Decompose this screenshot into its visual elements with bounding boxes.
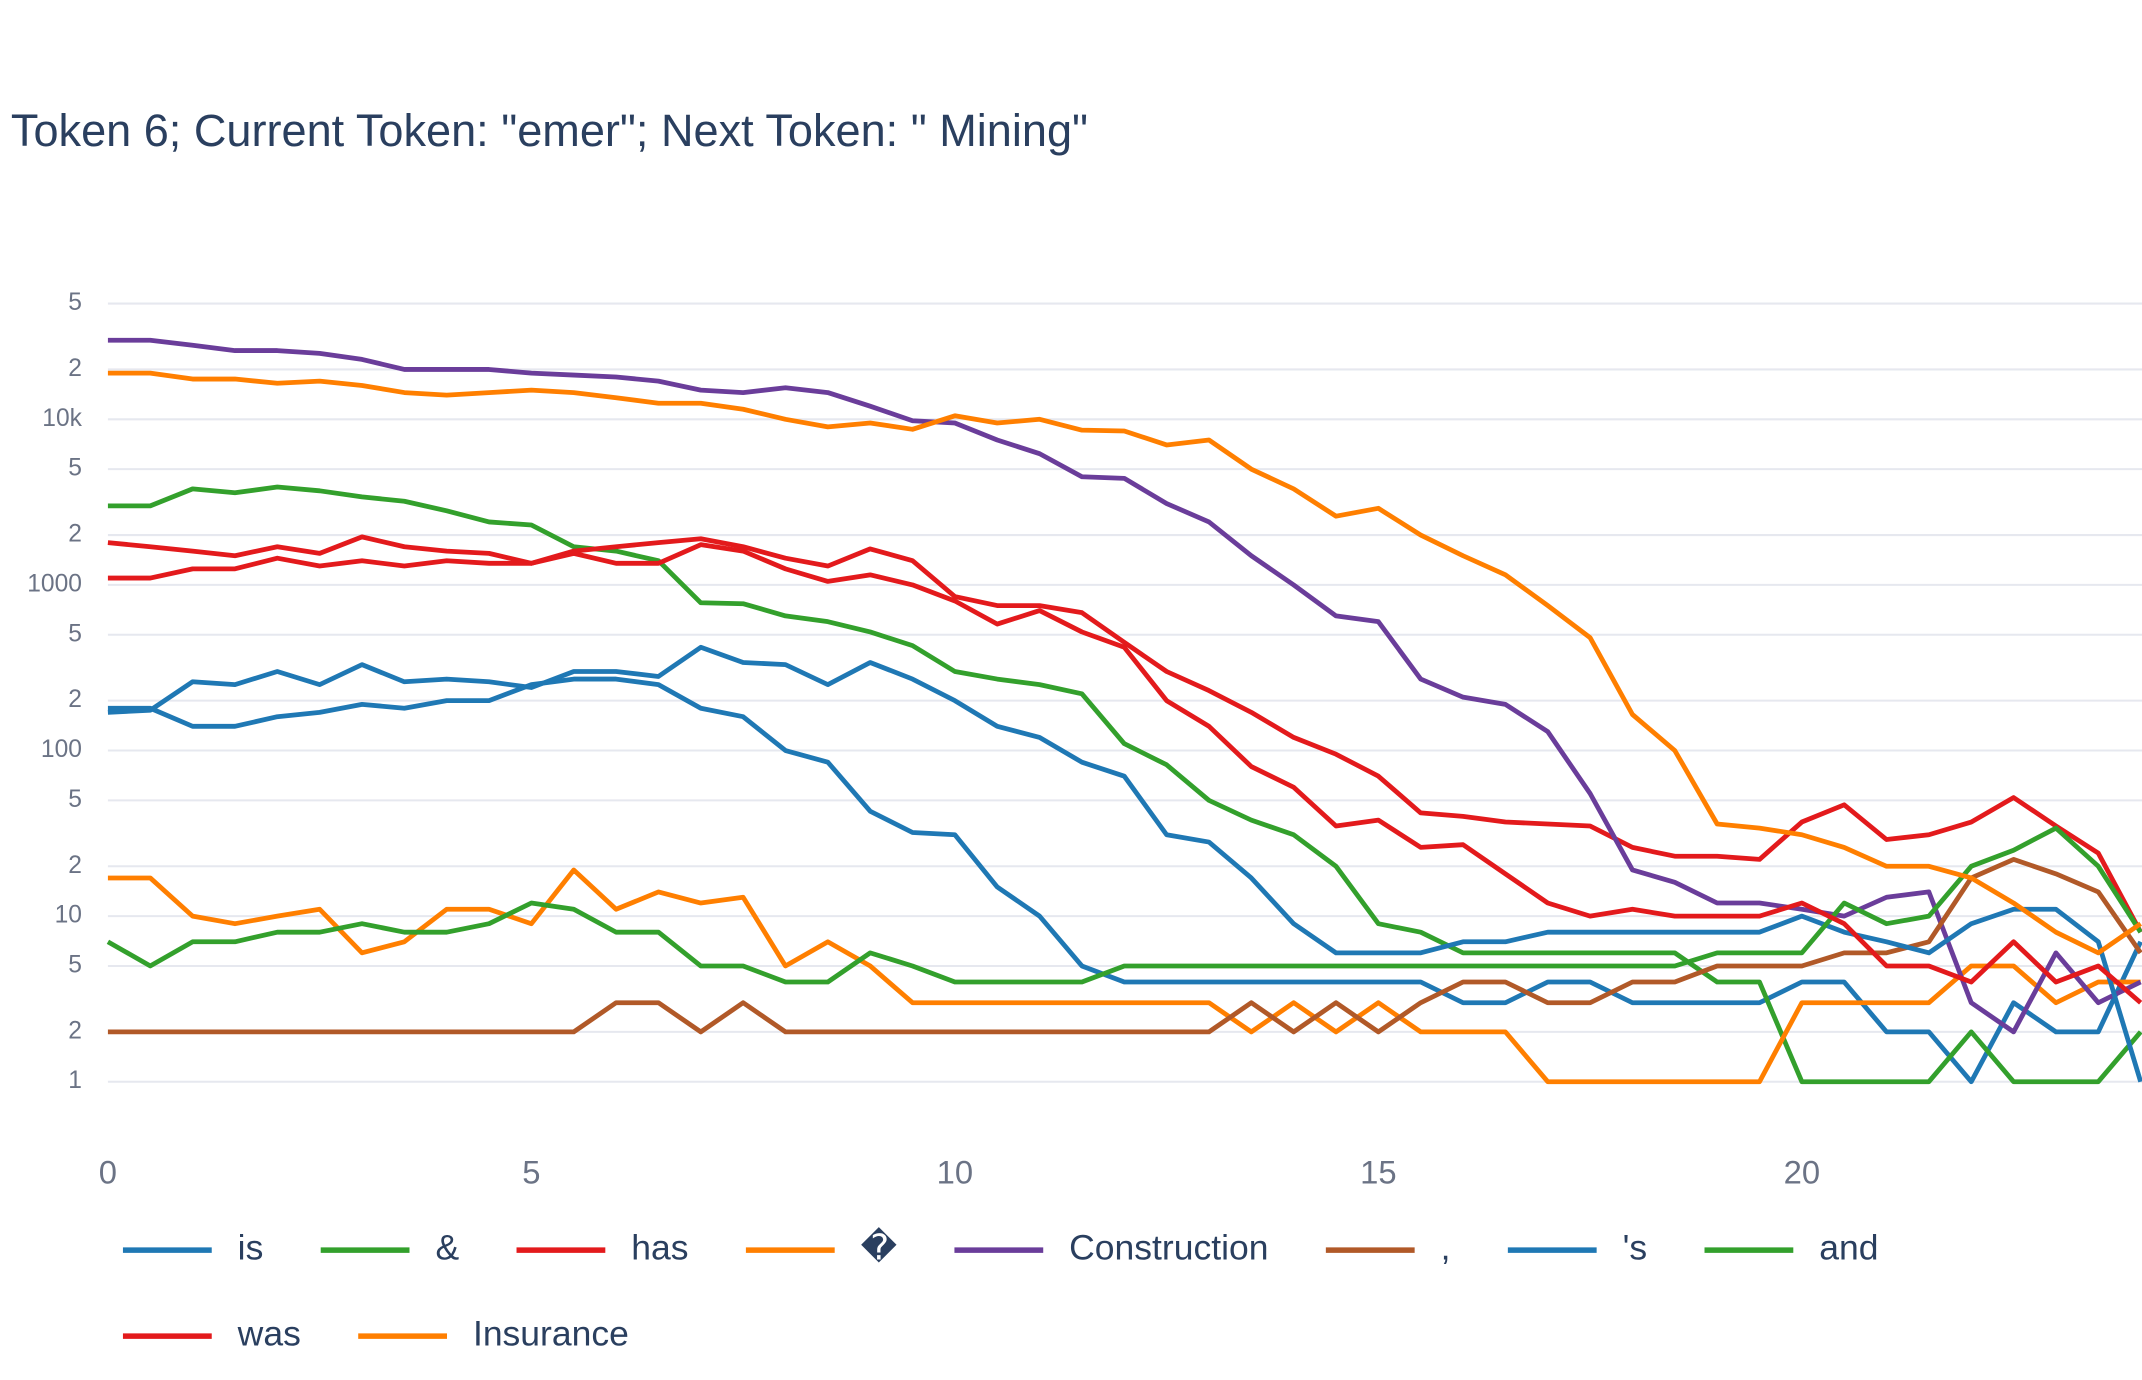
legend-label: has (631, 1227, 688, 1267)
y-tick-label: 100 (41, 736, 82, 763)
legend-item: was (122, 1314, 301, 1354)
y-tick-label: 2 (68, 521, 82, 548)
grid (107, 302, 2142, 1083)
legend-label: Insurance (473, 1314, 629, 1354)
chart-title: Token 6; Current Token: "emer"; Next Tok… (11, 105, 1088, 156)
y-tick-label: 2 (68, 1017, 82, 1044)
series-line (107, 484, 2142, 1085)
y-tick-label: 1 (68, 1067, 82, 1094)
x-tick-label: 0 (99, 1154, 117, 1191)
legend-item: Construction (954, 1227, 1268, 1267)
legend-item: is (122, 1227, 264, 1267)
series-line (107, 337, 2142, 1035)
legend-label: and (1819, 1227, 1878, 1267)
legend-item: � (745, 1226, 898, 1267)
series-line (107, 644, 2142, 1083)
y-tick-label: 5 (68, 786, 82, 813)
y-tick-label: 10 (55, 902, 82, 929)
axes: 1 2 5 10 2 5 100 2 5 1000 2 5 10k 2 5 0 5 10 15 20 (27, 289, 1820, 1191)
series-line (107, 676, 2142, 1085)
series-line (107, 857, 2142, 1035)
y-tick-label: 2 (68, 686, 82, 713)
x-tick-label: 10 (937, 1154, 973, 1191)
legend-item: & (320, 1227, 459, 1267)
y-tick-label: 5 (68, 455, 82, 482)
y-tick-label: 1000 (27, 570, 82, 597)
legend-label: was (237, 1314, 301, 1354)
legend-item: Insurance (358, 1314, 629, 1354)
y-tick-label: 2 (68, 355, 82, 382)
y-tick-label: 5 (68, 289, 82, 316)
x-tick-label: 5 (522, 1154, 540, 1191)
y-tick-label: 2 (68, 852, 82, 879)
x-tick-label: 20 (1784, 1154, 1820, 1191)
legend-item: has (516, 1227, 689, 1267)
legend: is & has � Construction, 's and was Insurance (122, 1226, 1878, 1354)
series-line (107, 867, 2141, 1085)
legend-label: Construction (1069, 1227, 1268, 1267)
legend-label: & (435, 1227, 459, 1267)
series-line (106, 825, 2142, 985)
x-tick-label: 15 (1360, 1154, 1396, 1191)
series-line (107, 534, 2142, 934)
series-line (107, 370, 2142, 956)
legend-item: 's (1507, 1227, 1648, 1267)
legend-label: 's (1623, 1227, 1648, 1267)
y-tick-label: 5 (68, 951, 82, 978)
legend-label: � (861, 1226, 898, 1267)
legend-label: , (1441, 1227, 1451, 1267)
y-tick-label: 10k (42, 405, 82, 432)
legend-label: is (238, 1227, 264, 1267)
legend-item: , (1325, 1227, 1451, 1267)
y-tick-label: 5 (68, 620, 82, 647)
series-line (107, 542, 2142, 1005)
legend-item: and (1704, 1227, 1878, 1267)
plot-area (106, 337, 2142, 1085)
